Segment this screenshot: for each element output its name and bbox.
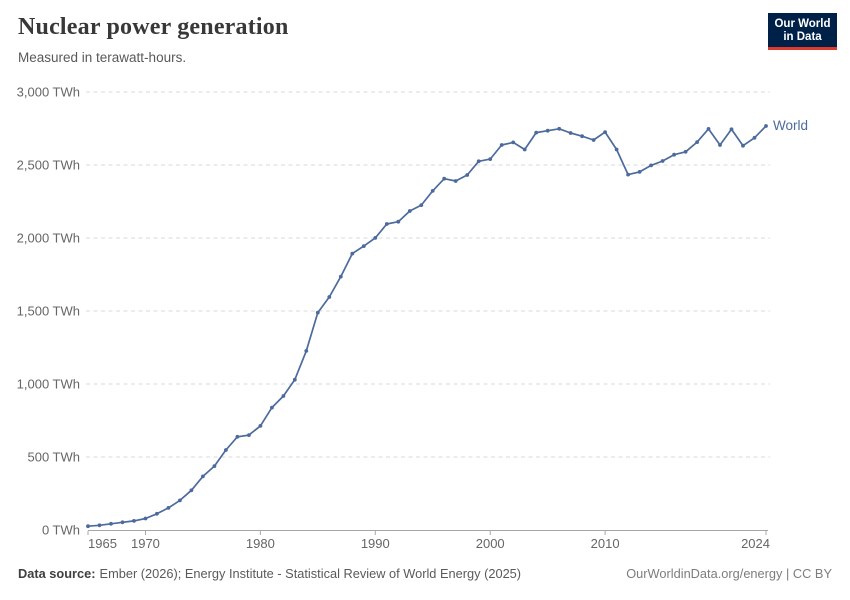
data-point-marker[interactable] bbox=[281, 394, 286, 398]
data-point-marker[interactable] bbox=[258, 424, 263, 428]
data-point-marker[interactable] bbox=[235, 434, 240, 439]
data-point-marker[interactable] bbox=[580, 134, 584, 139]
data-point-marker[interactable] bbox=[637, 170, 642, 174]
series-end-label[interactable]: World bbox=[773, 118, 808, 133]
chart-footer: Data source: Ember (2026); Energy Institu… bbox=[18, 566, 832, 581]
data-point-marker[interactable] bbox=[626, 172, 630, 177]
owid-url-license[interactable]: OurWorldinData.org/energy | CC BY bbox=[626, 566, 832, 581]
owid-logo[interactable]: Our World in Data bbox=[768, 13, 837, 50]
data-point-marker[interactable] bbox=[706, 126, 711, 131]
data-point-marker[interactable] bbox=[522, 147, 527, 152]
owid-logo-line2: in Data bbox=[783, 31, 822, 43]
data-point-marker[interactable] bbox=[695, 140, 699, 145]
chart-subtitle: Measured in terawatt-hours. bbox=[18, 50, 187, 65]
x-axis-tick-label: 1980 bbox=[246, 536, 275, 551]
data-point-marker[interactable] bbox=[166, 506, 171, 510]
data-source-label: Data source: bbox=[18, 566, 96, 581]
world-series-line[interactable] bbox=[87, 125, 767, 528]
data-point-marker[interactable] bbox=[729, 127, 734, 132]
y-axis-tick-label: 3,000 TWh bbox=[17, 85, 80, 100]
data-point-marker[interactable] bbox=[752, 135, 757, 140]
data-point-marker[interactable] bbox=[86, 524, 90, 529]
data-point-marker[interactable] bbox=[97, 523, 102, 528]
data-point-marker[interactable] bbox=[247, 433, 251, 437]
y-axis-tick-label: 2,500 TWh bbox=[17, 158, 80, 173]
data-point-marker[interactable] bbox=[534, 130, 539, 135]
data-point-marker[interactable] bbox=[327, 295, 332, 299]
page-title: Nuclear power generation bbox=[18, 14, 289, 40]
x-axis-tick-label: 2024 bbox=[741, 536, 770, 551]
y-axis-tick-label: 2,000 TWh bbox=[17, 231, 80, 246]
data-point-marker[interactable] bbox=[683, 149, 688, 154]
x-axis-tick-label: 1965 bbox=[88, 536, 117, 551]
y-axis-tick-label: 500 TWh bbox=[27, 450, 80, 465]
data-point-marker[interactable] bbox=[614, 147, 619, 152]
data-point-marker[interactable] bbox=[465, 173, 470, 177]
data-point-marker[interactable] bbox=[407, 209, 412, 213]
data-point-marker[interactable] bbox=[591, 138, 596, 142]
x-axis-tick-label: 2000 bbox=[476, 536, 505, 551]
data-point-marker[interactable] bbox=[155, 511, 159, 516]
data-point-marker[interactable] bbox=[603, 130, 607, 135]
data-point-marker[interactable] bbox=[419, 203, 424, 208]
data-point-marker[interactable] bbox=[109, 521, 113, 526]
data-point-marker[interactable] bbox=[718, 143, 722, 147]
data-point-marker[interactable] bbox=[764, 124, 768, 128]
data-point-marker[interactable] bbox=[361, 244, 366, 249]
data-point-marker[interactable] bbox=[453, 179, 458, 183]
x-axis-tick-label: 1970 bbox=[131, 536, 160, 551]
data-point-marker[interactable] bbox=[304, 349, 309, 353]
data-point-marker[interactable] bbox=[649, 163, 653, 168]
x-axis-tick-label: 1990 bbox=[361, 536, 390, 551]
data-point-marker[interactable] bbox=[338, 274, 343, 279]
data-point-marker[interactable] bbox=[315, 310, 320, 315]
data-point-marker[interactable] bbox=[396, 219, 401, 224]
data-point-marker[interactable] bbox=[557, 126, 562, 131]
data-point-marker[interactable] bbox=[488, 157, 493, 162]
data-point-marker[interactable] bbox=[672, 152, 676, 157]
data-source-text: Ember (2026); Energy Institute - Statist… bbox=[99, 566, 522, 581]
data-point-marker[interactable] bbox=[212, 464, 217, 468]
y-axis-tick-label: 1,000 TWh bbox=[17, 377, 80, 392]
data-point-marker[interactable] bbox=[373, 236, 378, 240]
data-point-marker[interactable] bbox=[350, 251, 355, 256]
data-point-marker[interactable] bbox=[178, 498, 182, 503]
data-point-marker[interactable] bbox=[201, 474, 205, 479]
data-point-marker[interactable] bbox=[224, 448, 228, 452]
data-point-marker[interactable] bbox=[545, 128, 550, 133]
data-point-marker[interactable] bbox=[741, 143, 745, 148]
data-point-marker[interactable] bbox=[384, 222, 389, 226]
data-point-marker[interactable] bbox=[270, 405, 274, 410]
data-point-marker[interactable] bbox=[499, 143, 504, 147]
data-point-marker[interactable] bbox=[442, 176, 447, 181]
data-point-marker[interactable] bbox=[660, 159, 665, 163]
data-point-marker[interactable] bbox=[189, 488, 194, 493]
data-point-marker[interactable] bbox=[430, 189, 435, 193]
y-axis-tick-label: 1,500 TWh bbox=[17, 304, 80, 319]
data-source-note: Data source: Ember (2026); Energy Institu… bbox=[18, 566, 521, 581]
data-point-marker[interactable] bbox=[568, 131, 573, 135]
x-axis-tick-label: 2010 bbox=[591, 536, 620, 551]
data-point-marker[interactable] bbox=[132, 519, 136, 523]
owid-logo-line1: Our World bbox=[774, 17, 831, 30]
data-point-marker[interactable] bbox=[143, 516, 148, 521]
y-axis-tick-label: 0 TWh bbox=[42, 523, 80, 538]
data-point-marker[interactable] bbox=[476, 159, 481, 164]
data-point-marker[interactable] bbox=[511, 140, 516, 145]
data-point-marker[interactable] bbox=[120, 520, 125, 525]
data-point-marker[interactable] bbox=[292, 377, 297, 382]
